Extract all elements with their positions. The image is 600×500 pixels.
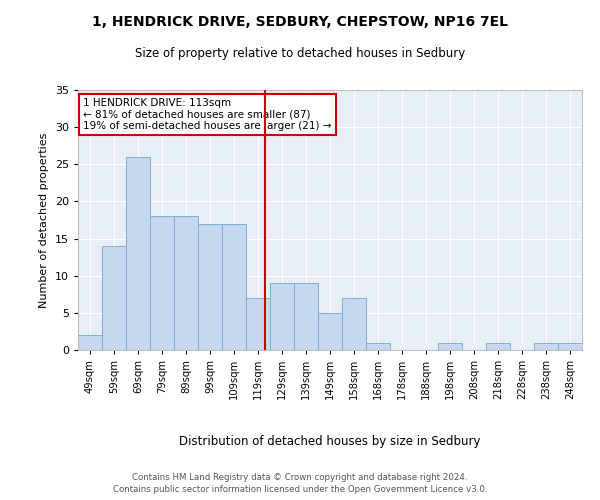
Bar <box>534 342 558 350</box>
Text: Contains public sector information licensed under the Open Government Licence v3: Contains public sector information licen… <box>113 485 487 494</box>
Bar <box>486 342 510 350</box>
Bar <box>78 335 102 350</box>
Bar <box>438 342 462 350</box>
Text: Contains HM Land Registry data © Crown copyright and database right 2024.: Contains HM Land Registry data © Crown c… <box>132 472 468 482</box>
Bar <box>318 313 342 350</box>
Bar <box>198 224 222 350</box>
Bar <box>558 342 582 350</box>
Bar <box>150 216 174 350</box>
Bar <box>342 298 366 350</box>
Y-axis label: Number of detached properties: Number of detached properties <box>39 132 49 308</box>
Bar <box>270 283 294 350</box>
Bar <box>126 157 150 350</box>
Bar <box>174 216 198 350</box>
Bar <box>102 246 126 350</box>
Bar <box>246 298 270 350</box>
Bar <box>366 342 390 350</box>
Text: Distribution of detached houses by size in Sedbury: Distribution of detached houses by size … <box>179 435 481 448</box>
Text: 1 HENDRICK DRIVE: 113sqm
← 81% of detached houses are smaller (87)
19% of semi-d: 1 HENDRICK DRIVE: 113sqm ← 81% of detach… <box>83 98 332 131</box>
Bar <box>222 224 246 350</box>
Text: 1, HENDRICK DRIVE, SEDBURY, CHEPSTOW, NP16 7EL: 1, HENDRICK DRIVE, SEDBURY, CHEPSTOW, NP… <box>92 15 508 29</box>
Bar <box>294 283 318 350</box>
Text: Size of property relative to detached houses in Sedbury: Size of property relative to detached ho… <box>135 48 465 60</box>
